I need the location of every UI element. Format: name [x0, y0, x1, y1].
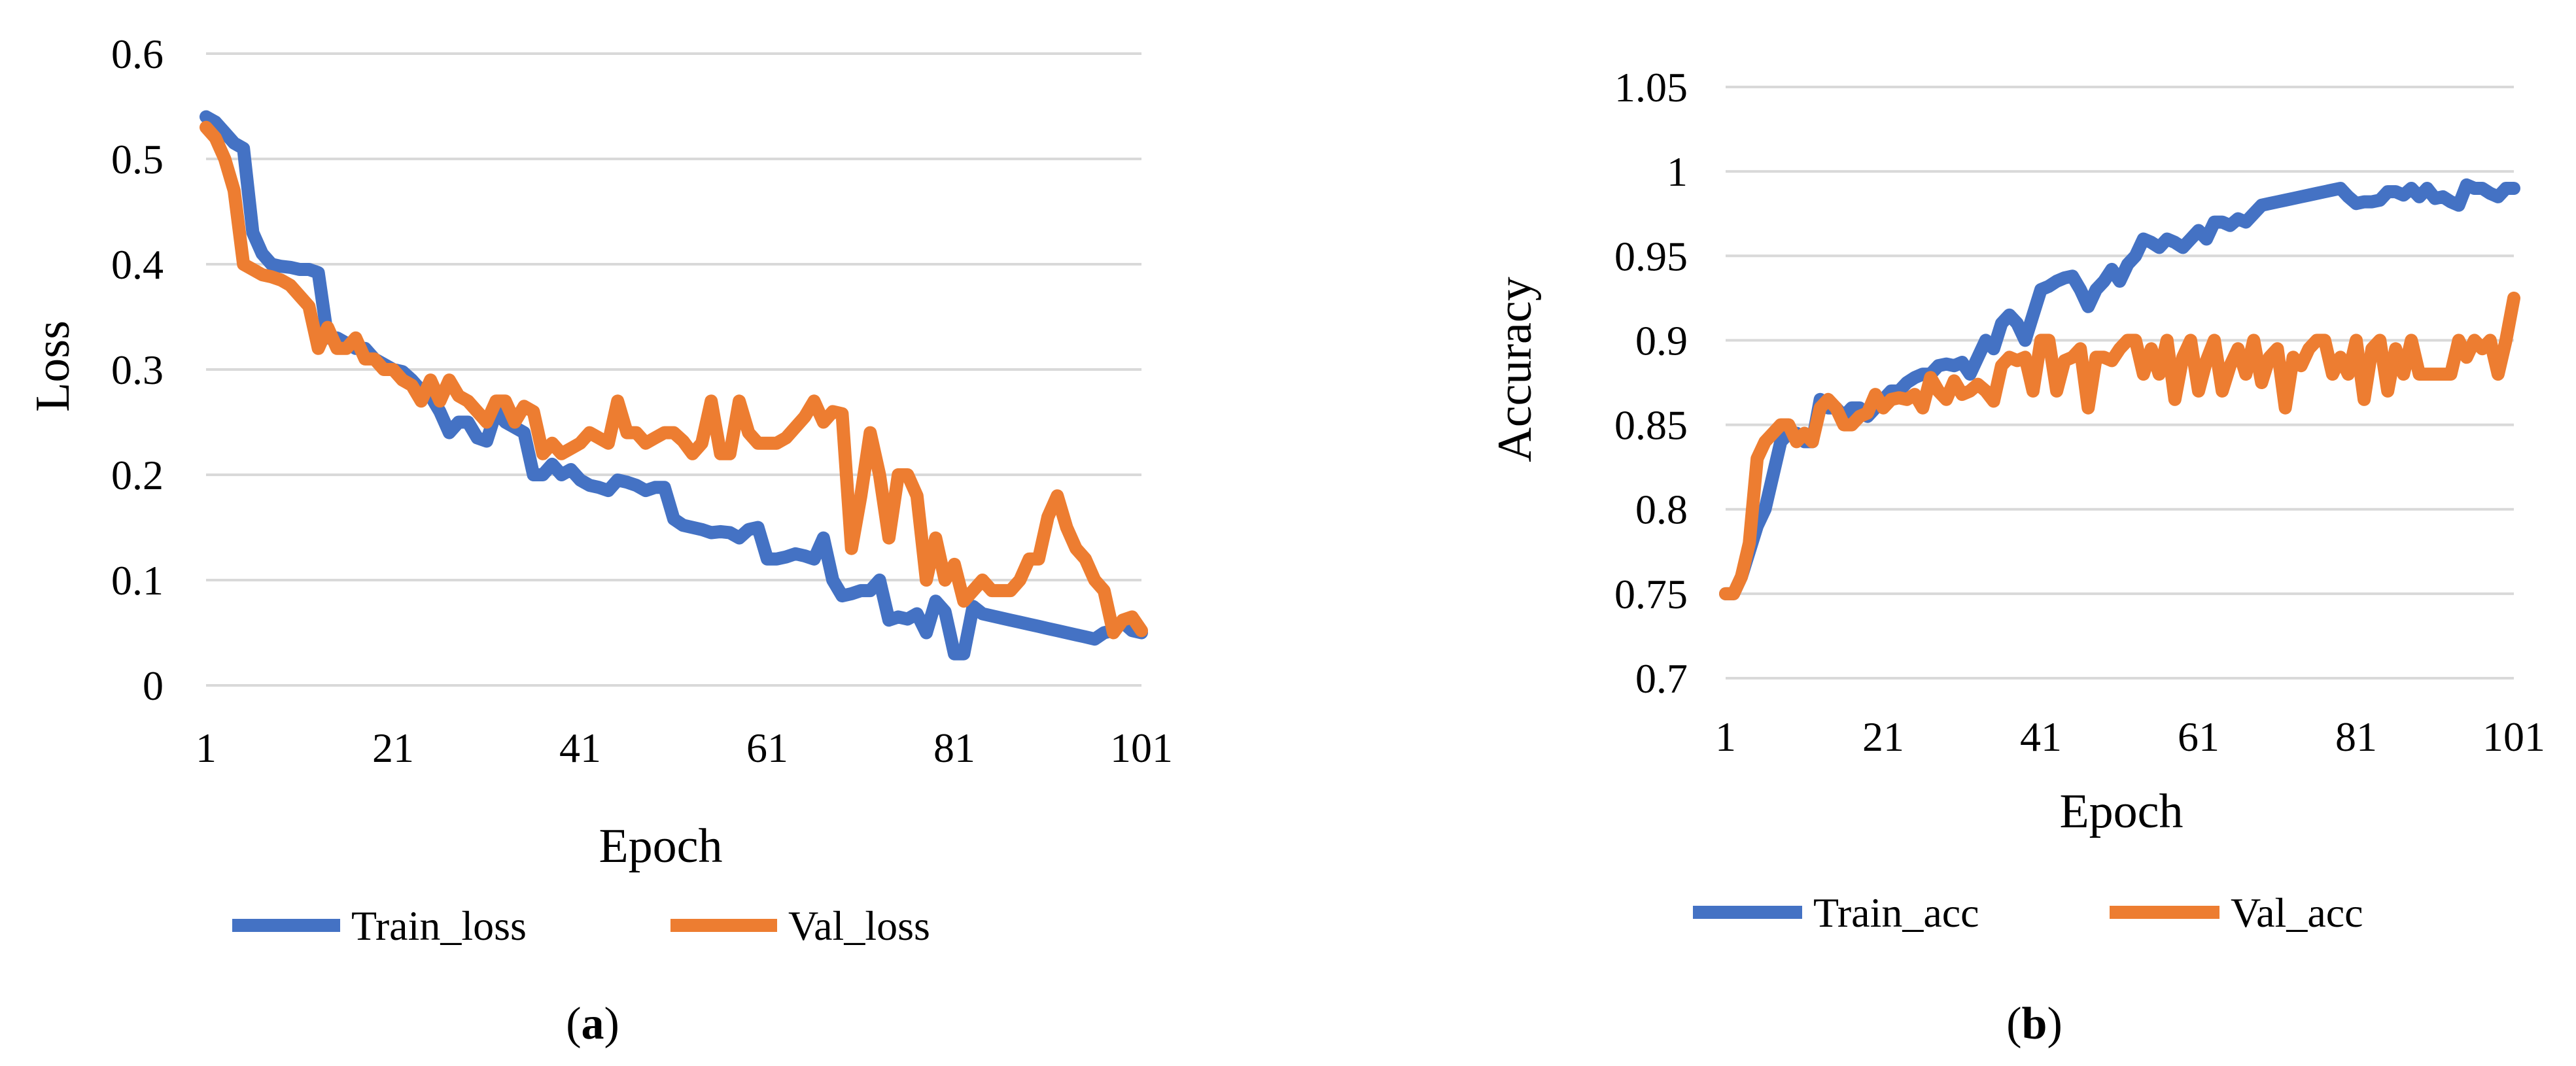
- legend-label-train-loss: Train_loss: [351, 903, 527, 949]
- legend: Train_acc Val_acc: [1693, 889, 2363, 936]
- y-tick-label: 1: [1667, 148, 1688, 195]
- y-tick-label: 0.85: [1614, 402, 1688, 449]
- x-tick-label: 1: [196, 725, 217, 771]
- x-axis-label: Epoch: [599, 819, 722, 873]
- series-line-val-acc: [1719, 291, 2520, 600]
- y-tick-label: 0.75: [1614, 571, 1688, 617]
- series-line-train-loss: [200, 110, 1148, 661]
- x-tick-label: 1: [1715, 714, 1736, 760]
- panel-label-b: (b): [2006, 999, 2063, 1049]
- panel-letter-a: a: [582, 999, 604, 1049]
- y-tick-label: 0.7: [1635, 655, 1688, 702]
- x-tick-label: 21: [372, 725, 414, 771]
- y-tick-label: 0.1: [111, 557, 164, 604]
- y-tick-label: 0.6: [111, 31, 164, 77]
- legend-label-train-acc: Train_acc: [1813, 889, 1979, 936]
- y-tick-label: 0.2: [111, 452, 164, 498]
- y-axis-label: Accuracy: [1488, 277, 1542, 462]
- x-tick-label: 61: [2178, 714, 2219, 760]
- y-tick-label: 0.9: [1635, 317, 1688, 364]
- legend: Train_loss Val_loss: [232, 903, 930, 949]
- panel-label-a: (a): [566, 999, 619, 1049]
- series-line-val-loss: [200, 120, 1148, 640]
- legend-label-val-acc: Val_acc: [2231, 889, 2363, 936]
- y-tick-label: 0.4: [111, 241, 164, 288]
- y-tick-label: 0.3: [111, 347, 164, 393]
- y-tick-label: 0: [143, 662, 164, 709]
- y-tick-label: 0.95: [1614, 233, 1688, 279]
- x-axis-label: Epoch: [2059, 785, 2183, 838]
- y-axis-label: Loss: [26, 320, 80, 412]
- x-tick-label: 81: [933, 725, 975, 771]
- x-tick-label: 21: [1862, 714, 1904, 760]
- x-tick-label: 81: [2335, 714, 2377, 760]
- x-tick-label: 41: [559, 725, 601, 771]
- x-tick-label: 101: [1110, 725, 1173, 771]
- y-tick-label: 0.5: [111, 136, 164, 182]
- y-tick-label: 1.05: [1614, 64, 1688, 111]
- y-tick-label: 0.8: [1635, 487, 1688, 533]
- x-tick-label: 41: [2020, 714, 2062, 760]
- x-tick-label: 61: [746, 725, 788, 771]
- panel-letter-b: b: [2022, 999, 2047, 1049]
- series-line-train-acc: [1719, 178, 2520, 600]
- loss-chart: 0 0.1 0.2 0.3 0.4 0.5 0.6 1 21 41 61 81 101 Loss Ep…: [26, 31, 1173, 1049]
- x-tick-label: 101: [2482, 714, 2545, 760]
- legend-label-val-loss: Val_loss: [788, 903, 930, 949]
